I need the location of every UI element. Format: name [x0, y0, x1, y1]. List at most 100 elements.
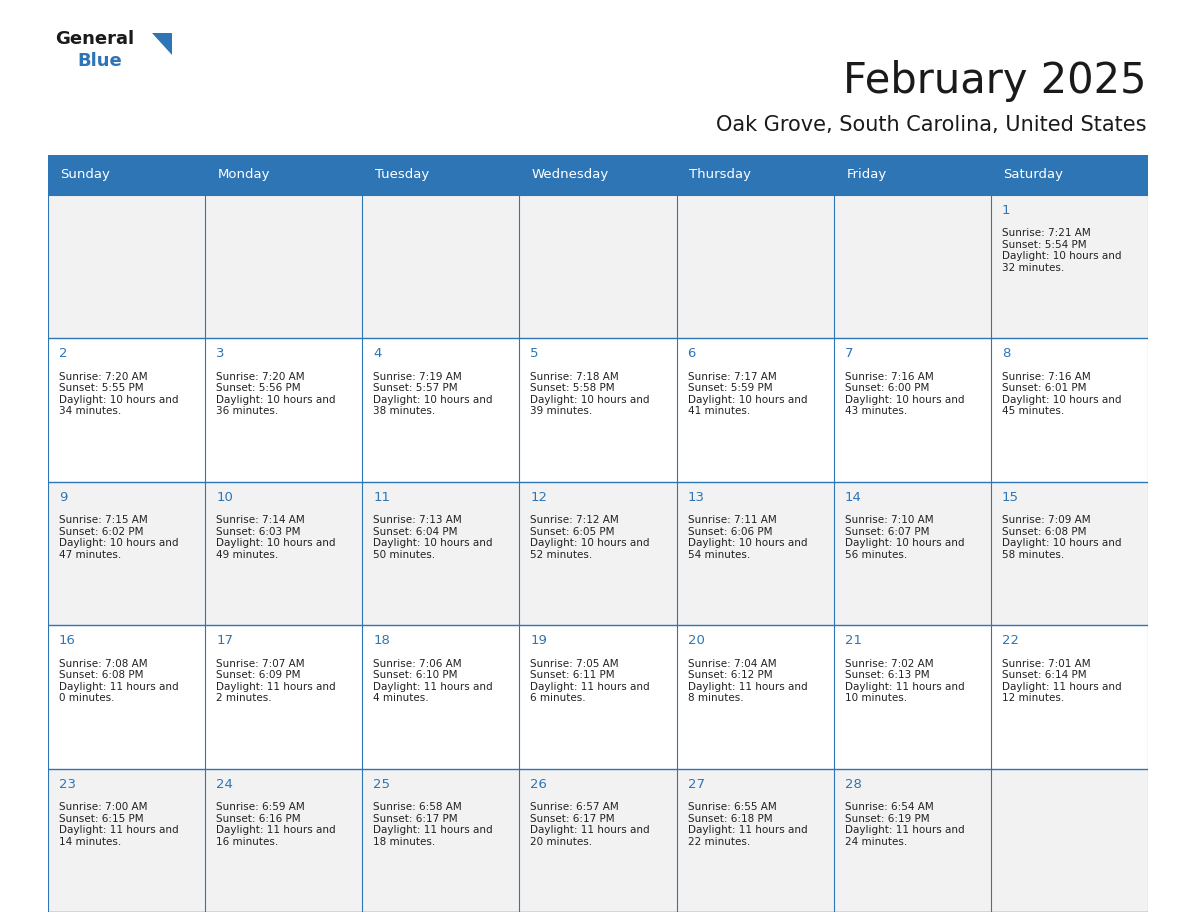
Text: Sunrise: 7:10 AM: Sunrise: 7:10 AM	[845, 515, 934, 525]
Text: 2: 2	[59, 348, 68, 361]
Text: Sunrise: 7:07 AM: Sunrise: 7:07 AM	[216, 658, 305, 668]
Text: 12: 12	[530, 491, 548, 504]
Text: Sunset: 6:08 PM: Sunset: 6:08 PM	[59, 670, 144, 680]
Text: Tuesday: Tuesday	[375, 169, 429, 182]
Text: Daylight: 11 hours and: Daylight: 11 hours and	[1001, 682, 1121, 691]
Bar	[362, 195, 519, 339]
Bar	[362, 155, 519, 195]
Text: 45 minutes.: 45 minutes.	[1001, 407, 1064, 417]
Bar	[834, 768, 991, 912]
Text: 12 minutes.: 12 minutes.	[1001, 693, 1064, 703]
Text: Sunset: 6:00 PM: Sunset: 6:00 PM	[845, 384, 929, 393]
Text: 36 minutes.: 36 minutes.	[216, 407, 278, 417]
Text: Sunrise: 7:06 AM: Sunrise: 7:06 AM	[373, 658, 462, 668]
Text: Daylight: 10 hours and: Daylight: 10 hours and	[373, 538, 493, 548]
Bar	[991, 482, 1148, 625]
Text: Sunrise: 7:16 AM: Sunrise: 7:16 AM	[845, 372, 934, 382]
Text: Daylight: 11 hours and: Daylight: 11 hours and	[59, 682, 178, 691]
Text: Daylight: 11 hours and: Daylight: 11 hours and	[59, 825, 178, 835]
Bar	[48, 195, 206, 339]
Text: Daylight: 11 hours and: Daylight: 11 hours and	[373, 682, 493, 691]
Text: 28: 28	[845, 778, 861, 790]
Text: 32 minutes.: 32 minutes.	[1001, 263, 1064, 273]
Text: 52 minutes.: 52 minutes.	[530, 550, 593, 560]
Polygon shape	[152, 33, 172, 55]
Bar	[48, 155, 206, 195]
Text: 54 minutes.: 54 minutes.	[688, 550, 750, 560]
Text: 9: 9	[59, 491, 68, 504]
Text: Daylight: 10 hours and: Daylight: 10 hours and	[845, 538, 965, 548]
Text: Sunset: 6:03 PM: Sunset: 6:03 PM	[216, 527, 301, 537]
Text: 50 minutes.: 50 minutes.	[373, 550, 436, 560]
Text: 6: 6	[688, 348, 696, 361]
Text: Sunset: 6:12 PM: Sunset: 6:12 PM	[688, 670, 772, 680]
Bar	[206, 339, 362, 482]
Text: Sunset: 6:09 PM: Sunset: 6:09 PM	[216, 670, 301, 680]
Text: Daylight: 11 hours and: Daylight: 11 hours and	[216, 682, 336, 691]
Bar	[677, 768, 834, 912]
Bar	[677, 482, 834, 625]
Text: 47 minutes.: 47 minutes.	[59, 550, 121, 560]
Text: Sunset: 6:10 PM: Sunset: 6:10 PM	[373, 670, 457, 680]
Text: 3: 3	[216, 348, 225, 361]
Text: Sunrise: 7:08 AM: Sunrise: 7:08 AM	[59, 658, 147, 668]
Text: 41 minutes.: 41 minutes.	[688, 407, 750, 417]
Text: Daylight: 10 hours and: Daylight: 10 hours and	[216, 538, 336, 548]
Text: Sunrise: 7:14 AM: Sunrise: 7:14 AM	[216, 515, 305, 525]
Bar	[48, 625, 206, 768]
Text: Monday: Monday	[217, 169, 270, 182]
Text: Sunset: 6:16 PM: Sunset: 6:16 PM	[216, 813, 301, 823]
Text: Sunset: 6:06 PM: Sunset: 6:06 PM	[688, 527, 772, 537]
Text: Daylight: 11 hours and: Daylight: 11 hours and	[216, 825, 336, 835]
Text: Daylight: 10 hours and: Daylight: 10 hours and	[530, 395, 650, 405]
Text: Sunrise: 6:58 AM: Sunrise: 6:58 AM	[373, 802, 462, 812]
Text: 11: 11	[373, 491, 391, 504]
Text: 16 minutes.: 16 minutes.	[216, 836, 278, 846]
Text: Sunset: 6:14 PM: Sunset: 6:14 PM	[1001, 670, 1087, 680]
Text: Wednesday: Wednesday	[532, 169, 609, 182]
Text: Sunset: 6:19 PM: Sunset: 6:19 PM	[845, 813, 929, 823]
Text: 18 minutes.: 18 minutes.	[373, 836, 436, 846]
Text: February 2025: February 2025	[843, 60, 1146, 102]
Text: Daylight: 11 hours and: Daylight: 11 hours and	[373, 825, 493, 835]
Text: 8: 8	[1001, 348, 1010, 361]
Text: Sunset: 6:04 PM: Sunset: 6:04 PM	[373, 527, 457, 537]
Bar	[991, 625, 1148, 768]
Bar	[48, 768, 206, 912]
Bar	[362, 625, 519, 768]
Text: General: General	[55, 30, 134, 48]
Bar	[519, 195, 677, 339]
Bar	[206, 768, 362, 912]
Bar	[677, 155, 834, 195]
Text: 0 minutes.: 0 minutes.	[59, 693, 114, 703]
Text: Daylight: 10 hours and: Daylight: 10 hours and	[845, 395, 965, 405]
Text: Sunrise: 7:09 AM: Sunrise: 7:09 AM	[1001, 515, 1091, 525]
Text: 1: 1	[1001, 204, 1010, 217]
Bar	[991, 195, 1148, 339]
Text: Sunrise: 7:13 AM: Sunrise: 7:13 AM	[373, 515, 462, 525]
Text: Sunset: 6:13 PM: Sunset: 6:13 PM	[845, 670, 929, 680]
Text: 6 minutes.: 6 minutes.	[530, 693, 586, 703]
Text: 17: 17	[216, 634, 233, 647]
Bar	[519, 625, 677, 768]
Bar	[48, 339, 206, 482]
Text: Daylight: 10 hours and: Daylight: 10 hours and	[59, 395, 178, 405]
Text: 14: 14	[845, 491, 861, 504]
Bar	[48, 482, 206, 625]
Bar	[519, 482, 677, 625]
Text: Sunrise: 6:57 AM: Sunrise: 6:57 AM	[530, 802, 619, 812]
Text: 20: 20	[688, 634, 704, 647]
Text: Saturday: Saturday	[1004, 169, 1063, 182]
Bar	[834, 195, 991, 339]
Bar	[519, 155, 677, 195]
Text: Daylight: 10 hours and: Daylight: 10 hours and	[373, 395, 493, 405]
Text: 22 minutes.: 22 minutes.	[688, 836, 750, 846]
Text: Daylight: 10 hours and: Daylight: 10 hours and	[216, 395, 336, 405]
Text: 14 minutes.: 14 minutes.	[59, 836, 121, 846]
Text: 10: 10	[216, 491, 233, 504]
Text: Sunset: 5:57 PM: Sunset: 5:57 PM	[373, 384, 457, 393]
Text: 7: 7	[845, 348, 853, 361]
Text: Daylight: 10 hours and: Daylight: 10 hours and	[1001, 538, 1121, 548]
Text: 49 minutes.: 49 minutes.	[216, 550, 278, 560]
Text: Sunrise: 7:00 AM: Sunrise: 7:00 AM	[59, 802, 147, 812]
